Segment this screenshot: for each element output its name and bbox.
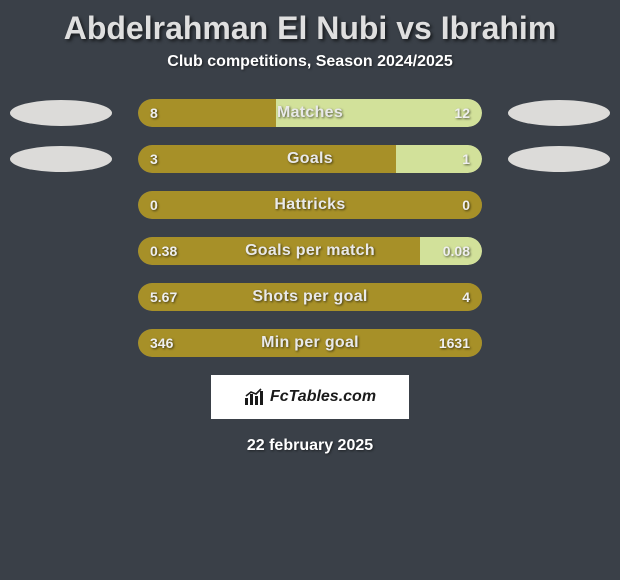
page-title: Abdelrahman El Nubi vs Ibrahim <box>0 0 620 53</box>
stat-bar: 0.38 0.08 Goals per match <box>138 237 482 265</box>
stat-label: Goals per match <box>138 237 482 265</box>
stats-container: 8 12 Matches 3 1 Goals 0 0 Hattricks <box>0 99 620 357</box>
right-badge <box>508 146 610 172</box>
stat-row: 3 1 Goals <box>10 145 610 173</box>
stat-bar: 346 1631 Min per goal <box>138 329 482 357</box>
stat-row: 8 12 Matches <box>10 99 610 127</box>
left-badge <box>10 100 112 126</box>
right-badge <box>508 100 610 126</box>
stat-bar: 0 0 Hattricks <box>138 191 482 219</box>
left-badge <box>10 146 112 172</box>
stat-row: 0 0 Hattricks <box>10 191 610 219</box>
stat-row: 5.67 4 Shots per goal <box>10 283 610 311</box>
footer-date: 22 february 2025 <box>0 437 620 455</box>
stat-label: Shots per goal <box>138 283 482 311</box>
stat-row: 0.38 0.08 Goals per match <box>10 237 610 265</box>
brand-text: FcTables.com <box>270 388 376 406</box>
page-subtitle: Club competitions, Season 2024/2025 <box>0 53 620 99</box>
stat-bar: 5.67 4 Shots per goal <box>138 283 482 311</box>
stat-row: 346 1631 Min per goal <box>10 329 610 357</box>
stat-label: Matches <box>138 99 482 127</box>
brand-box[interactable]: FcTables.com <box>211 375 409 419</box>
stat-bar: 8 12 Matches <box>138 99 482 127</box>
stat-label: Hattricks <box>138 191 482 219</box>
stat-label: Min per goal <box>138 329 482 357</box>
stat-label: Goals <box>138 145 482 173</box>
chart-icon <box>244 388 266 406</box>
stat-bar: 3 1 Goals <box>138 145 482 173</box>
